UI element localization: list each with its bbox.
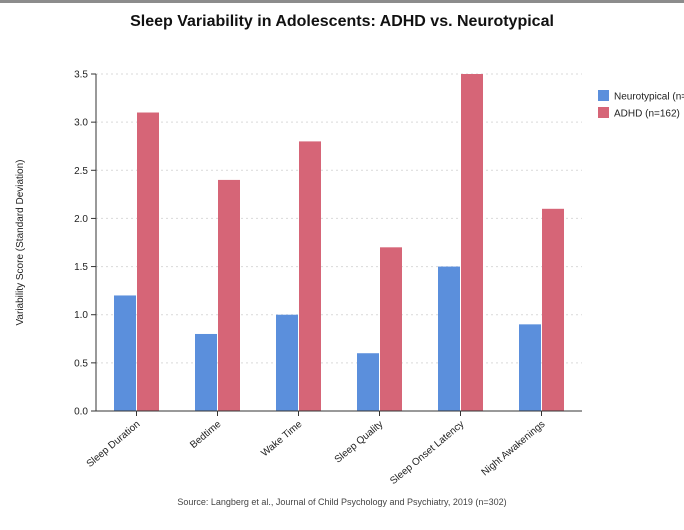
bar-adhd (542, 208, 564, 411)
bar-adhd (137, 112, 159, 411)
y-tick-label: 3.0 (74, 118, 88, 129)
bar-adhd (218, 179, 240, 411)
y-tick-label: 2.0 (74, 214, 88, 225)
x-tick-label: Sleep Duration (85, 419, 143, 470)
bar-adhd (461, 74, 483, 411)
legend-label-neurotypical: Neurotypical (n=140) (614, 92, 684, 103)
bar-adhd (299, 141, 321, 411)
y-tick-label: 0.5 (74, 358, 88, 369)
legend-label-adhd: ADHD (n=162) (614, 109, 680, 120)
x-tick-label: Sleep Onset Latency (388, 419, 466, 487)
y-tick-label: 3.5 (74, 70, 88, 81)
y-tick-label: 1.5 (74, 262, 88, 273)
source-note: Source: Langberg et al., Journal of Chil… (177, 497, 507, 507)
legend: Neurotypical (n=140) ADHD (n=162) (598, 90, 684, 120)
bar-neurotypical (195, 333, 217, 411)
bars (114, 74, 564, 411)
x-tick-label: Sleep Quality (333, 419, 386, 466)
bar-neurotypical (357, 353, 379, 411)
y-axis-label: Variability Score (Standard Deviation) (15, 159, 26, 325)
legend-swatch-adhd (598, 107, 609, 118)
y-tick-label: 1.0 (74, 310, 88, 321)
x-tick-label: Night Awakenings (480, 419, 548, 478)
y-tick-label: 0.0 (74, 407, 88, 418)
grid-lines (96, 73, 582, 364)
bar-adhd (380, 247, 402, 411)
bar-neurotypical (114, 295, 136, 411)
y-tick-label: 2.5 (74, 166, 88, 177)
bar-neurotypical (519, 324, 541, 411)
bar-neurotypical (276, 314, 298, 411)
x-tick-label: Bedtime (188, 419, 224, 451)
axes: 0.0 0.5 1.0 1.5 2.0 2.5 3.0 3.5 Variability Scor… (15, 70, 582, 487)
legend-swatch-neurotypical (598, 90, 609, 101)
x-tick-label: Wake Time (259, 419, 304, 460)
chart-title: Sleep Variability in Adolescents: ADHD v… (130, 13, 554, 30)
bar-neurotypical (438, 266, 460, 411)
top-rule (0, 0, 684, 3)
